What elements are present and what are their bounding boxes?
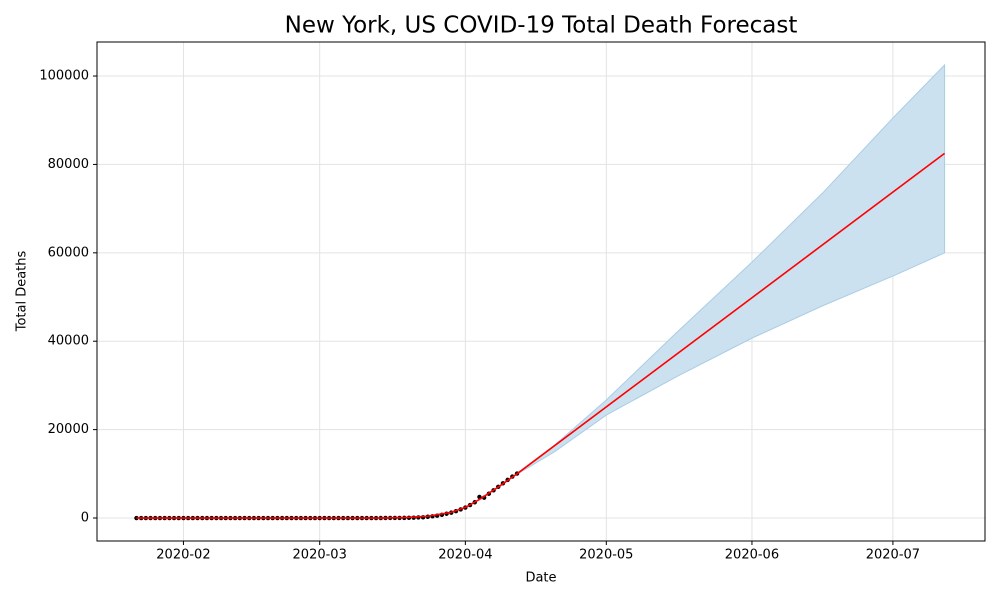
x-tick-label: 2020-04	[438, 548, 492, 563]
y-tick-label: 60000	[48, 245, 89, 260]
y-tick-label: 100000	[39, 69, 89, 84]
x-tick-label: 2020-02	[156, 548, 210, 563]
forecast-interval	[516, 63, 946, 476]
x-tick-label: 2020-05	[579, 548, 633, 563]
forecast-line	[136, 152, 946, 519]
y-tick-label: 40000	[48, 334, 89, 349]
x-tick-label: 2020-07	[866, 548, 920, 563]
chart-title: New York, US COVID-19 Total Death Foreca…	[285, 13, 798, 39]
x-tick-label: 2020-03	[293, 548, 347, 563]
y-tick-label: 0	[81, 511, 89, 526]
y-axis-label: Total Deaths	[15, 250, 30, 332]
x-tick-label: 2020-06	[725, 548, 779, 563]
y-tick-label: 80000	[48, 157, 89, 172]
x-axis-label: Date	[525, 571, 556, 586]
plot-frame	[96, 41, 986, 542]
y-tick-label: 20000	[48, 422, 89, 437]
